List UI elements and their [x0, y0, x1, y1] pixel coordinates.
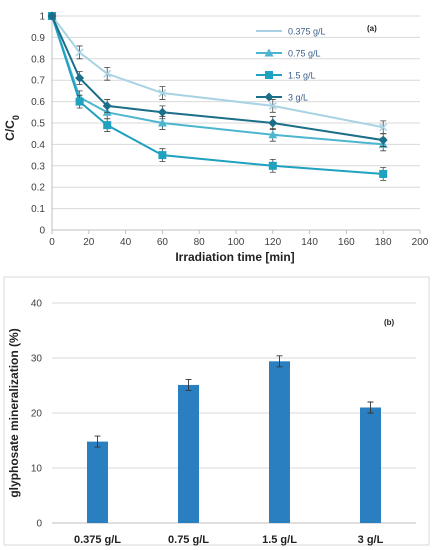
panel-label-b: (b)	[384, 318, 395, 327]
error-bar	[367, 401, 374, 414]
legend-label: 0.375 g/L	[288, 27, 326, 37]
data-point	[103, 69, 112, 78]
y-tick-label-a: 0.1	[31, 204, 45, 215]
bar	[87, 441, 108, 523]
data-point	[158, 89, 167, 98]
x-tick-label-a: 140	[301, 237, 318, 248]
series-line	[51, 15, 384, 146]
y-tick-label-a: 0.8	[31, 54, 45, 65]
data-point	[102, 101, 112, 111]
data-point	[379, 169, 388, 178]
series-0-375-g-l	[47, 11, 388, 135]
panel-label-a: (a)	[367, 24, 377, 33]
y-tick-label-a: 0.6	[31, 97, 45, 108]
data-point	[157, 107, 167, 117]
legend-marker	[264, 92, 274, 102]
legend-a: 0.375 g/L 0.75 g/L 1.5 g/L 3 g/L	[256, 27, 326, 103]
y-tick-label-a: 0.4	[31, 140, 45, 151]
y-tick-label-a: 0.7	[31, 76, 45, 87]
error-bar	[276, 355, 283, 368]
data-point	[47, 11, 57, 21]
y-tick-label-a: 0.3	[31, 161, 45, 172]
y-tick-label-a: 0	[39, 226, 45, 237]
x-tick-label-a: 200	[412, 237, 429, 248]
y-tick-label-a: 0.5	[31, 119, 45, 130]
data-point	[75, 97, 84, 106]
y-tick-label-b: 40	[31, 299, 43, 310]
grid-a	[52, 15, 420, 231]
y-tick-label-b: 20	[31, 409, 43, 420]
error-bar	[94, 435, 101, 448]
data-point	[103, 121, 112, 130]
x-tick-label-a: 0	[49, 237, 55, 248]
x-tick-label-a: 60	[157, 237, 169, 248]
series-line	[51, 15, 384, 129]
x-category-label: 0.375 g/L	[74, 534, 121, 546]
x-tick-label-a: 80	[194, 237, 206, 248]
y-tick-label-b: 0	[36, 519, 42, 530]
chart-b-frame	[3, 276, 430, 546]
y-axis-label-a: C/C0	[3, 115, 21, 141]
x-tick-label-a: 120	[264, 237, 281, 248]
data-point	[157, 118, 167, 127]
legend-marker	[264, 48, 274, 57]
data-point	[158, 151, 167, 160]
x-category-label: 1.5 g/L	[262, 534, 297, 546]
legend-marker	[265, 71, 273, 79]
x-tick-label-a: 40	[120, 237, 132, 248]
bar	[178, 384, 199, 523]
legend-label: 1.5 g/L	[288, 71, 316, 81]
grid-b	[52, 302, 416, 524]
y-tick-label-b: 30	[31, 354, 43, 365]
legend-label: 0.75 g/L	[288, 49, 321, 59]
y-axis-label-b: glyphosate mineralization (%)	[7, 328, 21, 497]
data-point	[268, 161, 277, 170]
x-tick-label-a: 20	[83, 237, 95, 248]
data-point	[75, 48, 84, 57]
series-line	[51, 15, 384, 175]
x-category-label: 0.75 g/L	[168, 534, 209, 546]
x-axis-label-a: Irradiation time [min]	[175, 250, 294, 264]
legend-label: 3 g/L	[288, 93, 308, 103]
series-line	[51, 15, 384, 142]
bar-chart-b: glyphosate mineralization (%) (b) 0 10 20 3…	[3, 276, 430, 546]
error-bar	[185, 379, 192, 391]
bar	[360, 407, 381, 523]
data-point	[75, 73, 85, 83]
x-category-label: 3 g/L	[358, 534, 384, 546]
y-tick-label-a: 0.2	[31, 183, 45, 194]
series-3-g-l	[47, 11, 388, 147]
x-tick-label-a: 100	[228, 237, 245, 248]
bar	[269, 361, 290, 523]
series-0-75-g-l	[47, 11, 388, 152]
y-tick-label-a: 0.9	[31, 33, 45, 44]
x-tick-label-a: 180	[375, 237, 392, 248]
data-point	[268, 130, 278, 139]
data-point	[378, 135, 388, 145]
line-chart-a: C/C0 Irradiation time [min] (a) 0.375 g/…	[3, 11, 429, 264]
data-point	[268, 101, 277, 110]
x-tick-label-a: 160	[338, 237, 355, 248]
data-point	[268, 118, 278, 128]
y-tick-label-b: 10	[31, 464, 43, 475]
y-tick-label-a: 1	[39, 12, 45, 23]
data-point	[379, 123, 388, 132]
